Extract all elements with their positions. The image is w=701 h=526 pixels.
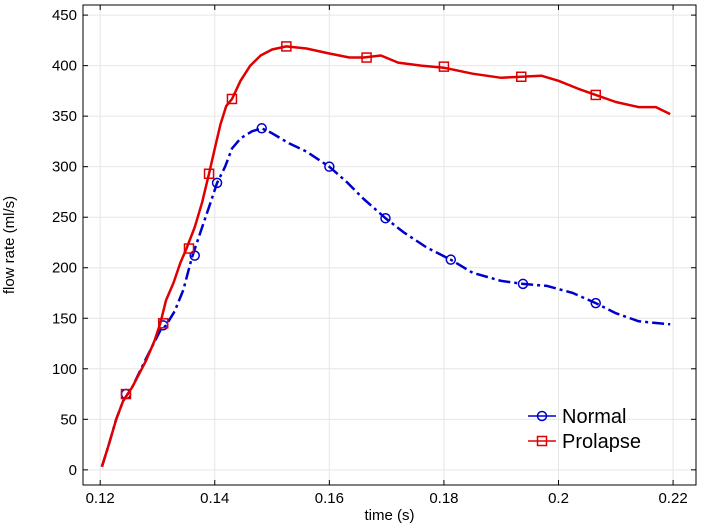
data-point-normal: [590, 297, 601, 309]
x-tick-label: 0.22: [658, 490, 687, 507]
x-tick-label: 0.14: [200, 490, 229, 507]
legend-marker-normal: [536, 410, 548, 422]
series-group: [100, 41, 671, 468]
data-point-normal: [517, 278, 529, 290]
data-point-prolapse: [157, 318, 169, 329]
data-point-prolapse: [120, 388, 132, 400]
y-tick-label: 50: [60, 411, 77, 428]
axis-titles: time (s) flow rate (ml/s): [1, 196, 415, 524]
y-tick-label: 350: [52, 108, 77, 125]
y-axis-title: flow rate (ml/s): [1, 196, 18, 294]
data-point-prolapse: [226, 93, 238, 105]
legend-label-prolapse: Prolapse: [562, 431, 641, 453]
data-point-prolapse: [281, 41, 292, 52]
data-point-prolapse: [438, 61, 450, 72]
plot-area-frame: [82, 4, 697, 486]
grid: [83, 5, 696, 485]
y-tick-label: 450: [52, 7, 77, 24]
legend: Normal Prolapse: [528, 406, 641, 453]
x-tick-label: 0.16: [315, 490, 344, 507]
y-tick-label: 400: [52, 58, 77, 75]
y-tick-label: 250: [52, 209, 77, 226]
data-point-prolapse: [590, 89, 601, 101]
y-tick-label: 150: [52, 310, 77, 327]
data-point-prolapse: [516, 71, 527, 82]
legend-item-normal: Normal: [528, 406, 626, 428]
legend-item-prolapse: Prolapse: [528, 431, 641, 453]
y-tick-label: 100: [52, 361, 77, 378]
legend-marker-prolapse: [536, 435, 548, 447]
data-point-normal: [445, 254, 457, 265]
data-point-prolapse: [183, 243, 195, 254]
data-point-prolapse: [361, 52, 372, 63]
x-axis-title: time (s): [365, 507, 415, 524]
x-tick-label: 0.12: [86, 490, 115, 507]
x-tick-label: 0.2: [548, 490, 569, 507]
data-point-normal: [380, 212, 391, 224]
data-point-normal: [324, 161, 335, 172]
x-tick-label: 0.18: [429, 490, 458, 507]
data-point-normal: [211, 177, 223, 189]
data-point-normal: [256, 123, 267, 134]
y-tick-label: 0: [69, 462, 77, 479]
y-tick-label: 200: [52, 260, 77, 277]
data-point-prolapse: [203, 168, 215, 180]
series-line-prolapse: [100, 45, 671, 468]
y-tick-label: 300: [52, 159, 77, 176]
data-point-normal: [189, 250, 200, 261]
legend-label-normal: Normal: [562, 406, 626, 428]
axis-ticks: 0.12 0.14 0.16 0.18 0.2 0.22 0 50 100 150 200 250 30…: [52, 5, 696, 507]
